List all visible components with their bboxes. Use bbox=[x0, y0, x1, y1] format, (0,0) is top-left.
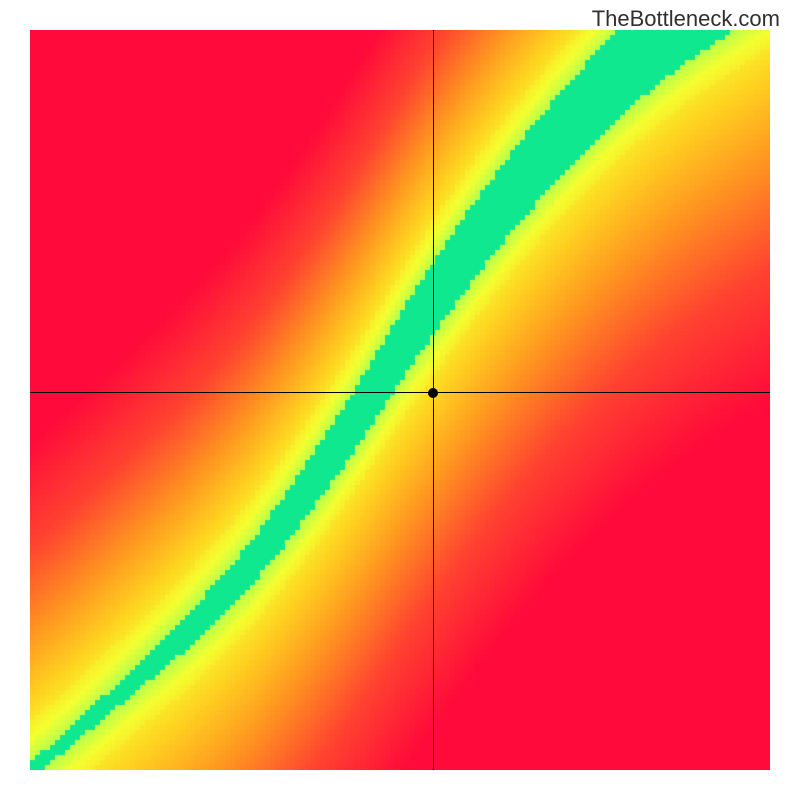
heatmap-canvas bbox=[30, 30, 770, 770]
heatmap-plot bbox=[30, 30, 770, 770]
crosshair-horizontal bbox=[30, 392, 770, 393]
crosshair-vertical bbox=[433, 30, 434, 770]
crosshair-marker bbox=[428, 388, 438, 398]
watermark-text: TheBottleneck.com bbox=[592, 6, 780, 32]
